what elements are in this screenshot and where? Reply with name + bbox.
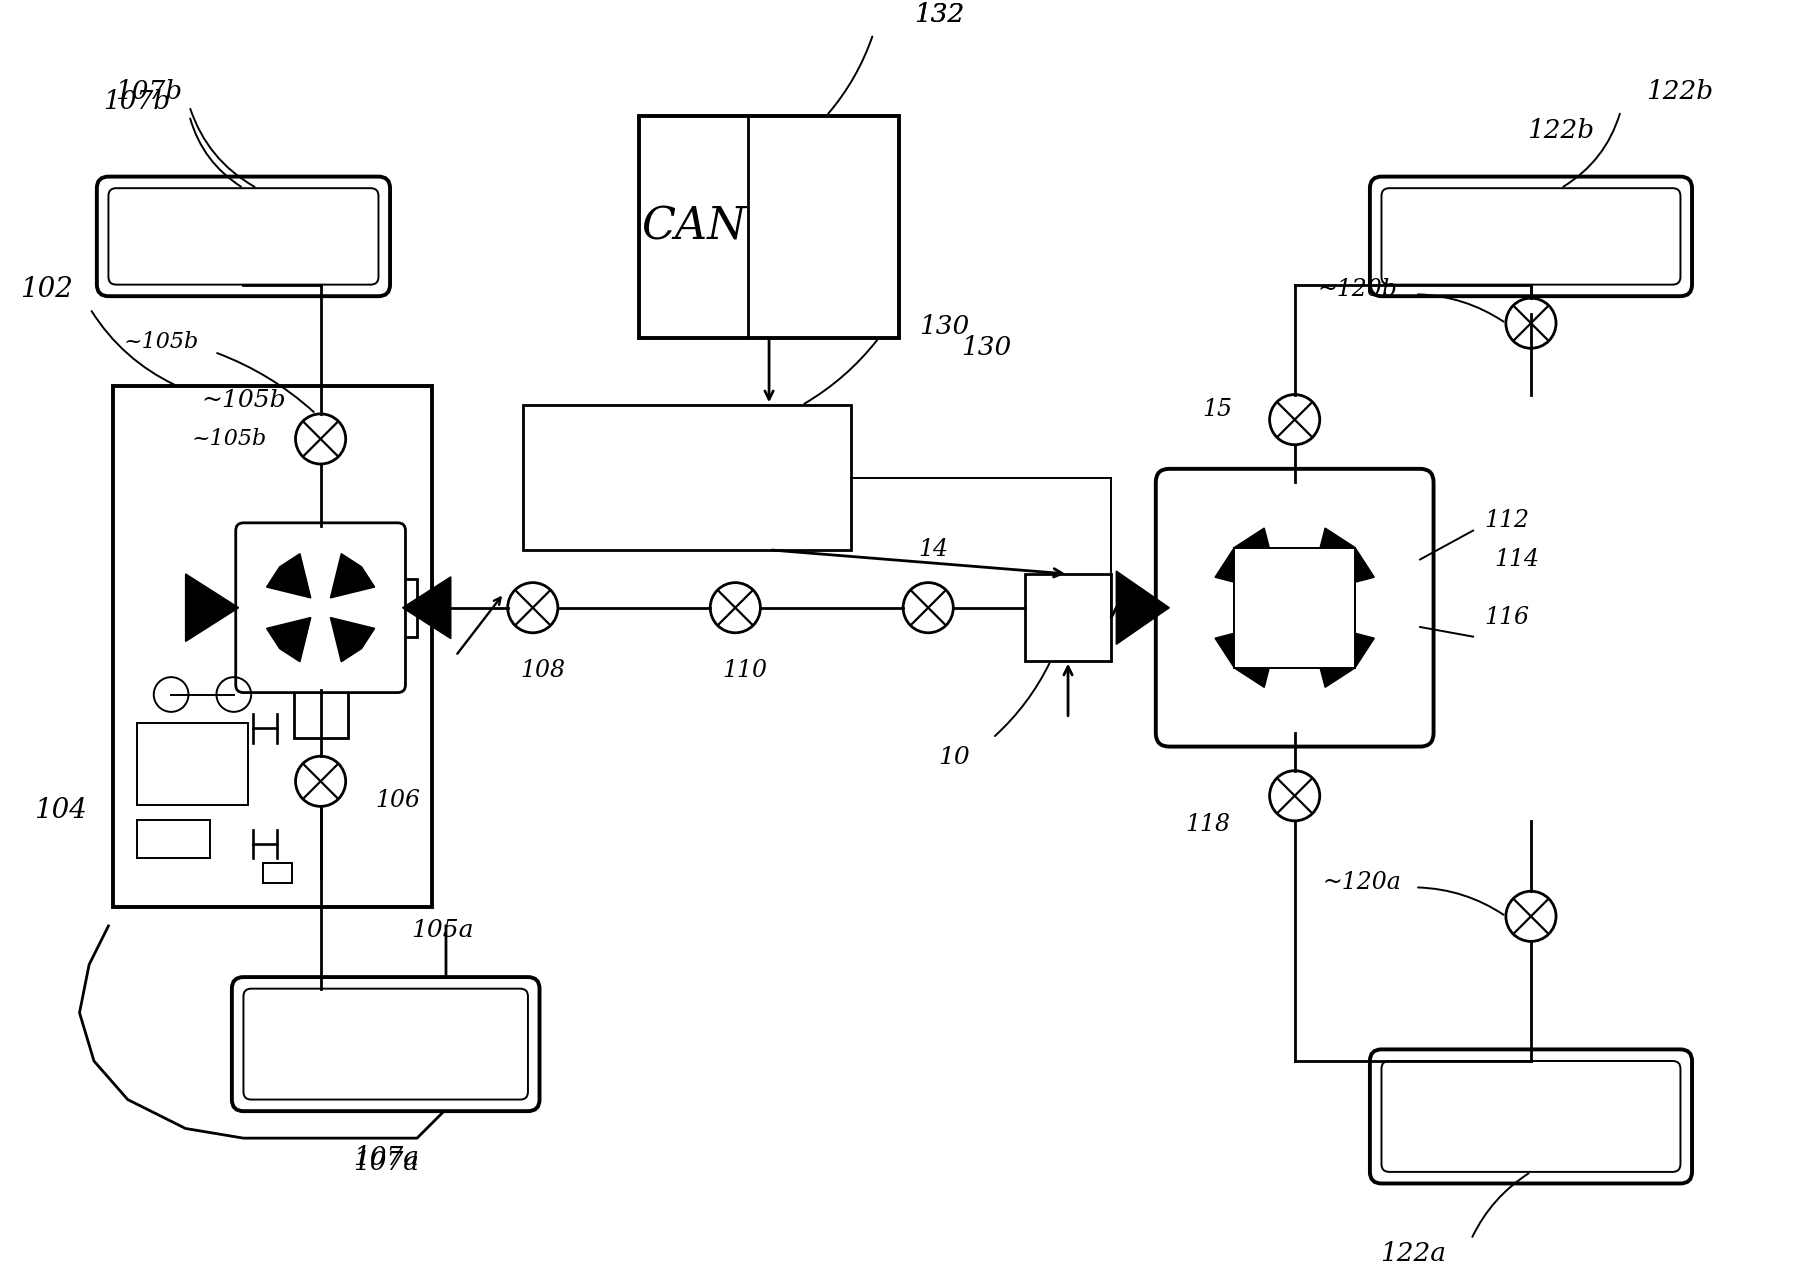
- Text: 107a: 107a: [352, 1144, 419, 1170]
- FancyBboxPatch shape: [1370, 1049, 1691, 1183]
- Text: 104: 104: [34, 797, 87, 824]
- Text: ~120a: ~120a: [1322, 871, 1400, 894]
- Bar: [263, 863, 292, 883]
- Text: 110: 110: [722, 659, 767, 681]
- Polygon shape: [185, 574, 238, 642]
- Text: ~105b: ~105b: [123, 331, 200, 354]
- Bar: [138, 724, 249, 806]
- FancyBboxPatch shape: [109, 189, 379, 285]
- Text: CAN: CAN: [640, 205, 746, 249]
- Polygon shape: [1308, 529, 1373, 594]
- Bar: [238, 579, 417, 636]
- Text: 10: 10: [938, 745, 969, 769]
- Bar: [294, 526, 348, 589]
- Bar: [294, 675, 348, 738]
- FancyBboxPatch shape: [232, 978, 539, 1111]
- Text: 132: 132: [912, 3, 963, 27]
- Text: ~105b: ~105b: [190, 429, 267, 450]
- Text: 107b: 107b: [103, 89, 171, 114]
- FancyBboxPatch shape: [1380, 1061, 1680, 1171]
- Text: 132: 132: [912, 3, 963, 27]
- Text: 112: 112: [1484, 509, 1529, 532]
- Text: 15: 15: [1203, 399, 1232, 422]
- Bar: [1234, 548, 1353, 668]
- Text: 122b: 122b: [1645, 80, 1712, 104]
- Text: 107a: 107a: [352, 1150, 419, 1175]
- Polygon shape: [267, 617, 310, 662]
- FancyBboxPatch shape: [1370, 177, 1691, 296]
- Text: 118: 118: [1185, 813, 1230, 837]
- Text: 116: 116: [1484, 606, 1529, 629]
- Polygon shape: [330, 617, 374, 662]
- Text: 122a: 122a: [1379, 1242, 1446, 1266]
- Text: 106: 106: [375, 789, 421, 812]
- Bar: [1025, 574, 1110, 661]
- Text: 105a: 105a: [412, 920, 473, 942]
- Bar: [138, 820, 210, 858]
- Text: 108: 108: [519, 659, 564, 681]
- FancyBboxPatch shape: [236, 523, 405, 693]
- Polygon shape: [403, 577, 450, 639]
- Text: 102: 102: [20, 276, 73, 303]
- Text: 14: 14: [918, 539, 947, 562]
- Text: 130: 130: [960, 335, 1010, 359]
- Text: 107b: 107b: [116, 80, 183, 104]
- Polygon shape: [1214, 529, 1281, 594]
- Bar: [522, 405, 851, 550]
- FancyBboxPatch shape: [1156, 468, 1433, 747]
- Polygon shape: [267, 554, 310, 598]
- Text: ~120b: ~120b: [1317, 278, 1397, 302]
- Bar: [639, 115, 898, 337]
- Text: 122b: 122b: [1526, 118, 1593, 142]
- Polygon shape: [1116, 571, 1168, 644]
- Text: 130: 130: [920, 313, 969, 339]
- FancyBboxPatch shape: [1380, 189, 1680, 285]
- FancyBboxPatch shape: [243, 989, 528, 1100]
- Polygon shape: [1308, 621, 1373, 688]
- FancyBboxPatch shape: [96, 177, 390, 296]
- Text: 114: 114: [1493, 548, 1538, 571]
- Text: ~105b: ~105b: [201, 389, 285, 412]
- Bar: [112, 386, 432, 907]
- Polygon shape: [330, 554, 374, 598]
- Polygon shape: [1214, 621, 1281, 688]
